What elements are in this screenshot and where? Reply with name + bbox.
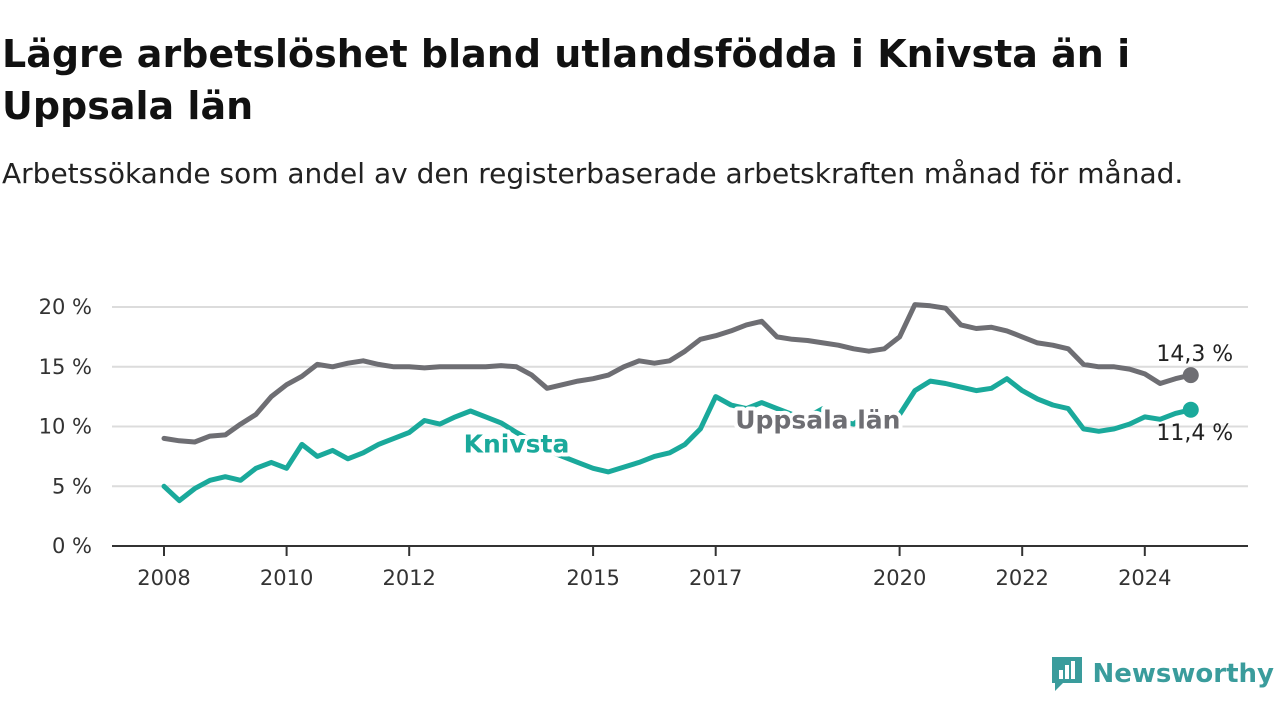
chart-title: Lägre arbetslöshet bland utlandsfödda i … (2, 32, 1131, 128)
x-tick-label: 2017 (689, 566, 742, 590)
y-tick-label: 20 % (39, 295, 92, 319)
x-tick-label: 2022 (995, 566, 1048, 590)
y-tick-label: 0 % (52, 534, 92, 558)
x-tick-label: 2008 (137, 566, 190, 590)
series-label-halo: Uppsala län (735, 405, 900, 434)
end-value-label: 14,3 % (1156, 342, 1233, 367)
y-tick-label: 5 % (52, 474, 92, 498)
brand-name: Newsworthy (1092, 659, 1274, 689)
gridlines (112, 306, 1248, 488)
series-line (161, 302, 1194, 445)
x-tick-label: 2015 (566, 566, 619, 590)
end-point-marker (1182, 401, 1199, 418)
brand-logo: Newsworthy (1049, 654, 1274, 694)
x-tick-label: 2024 (1118, 566, 1171, 590)
chart-subtitle: Arbetssökande som andel av den registerb… (2, 157, 1184, 190)
axes: 0 % 5 % 10 % 15 % 20 % 2008 2010 2012 2015 2017 20… (39, 295, 1248, 590)
end-value-label: 11,4 % (1156, 421, 1233, 446)
x-tick-label: 2012 (382, 566, 435, 590)
series-name-label: Knivsta (464, 429, 570, 458)
line-chart: 0 % 5 % 10 % 15 % 20 % 2008 2010 2012 2015 2017 20… (39, 295, 1248, 590)
y-tick-label: 15 % (39, 355, 92, 379)
x-tick-label: 2010 (260, 566, 313, 590)
y-tick-label: 10 % (39, 415, 92, 439)
series-label-halo: Knivsta (464, 429, 570, 458)
series-lines (161, 302, 1199, 504)
series-name-label: Uppsala län (735, 405, 900, 434)
newsworthy-logo-icon (1051, 657, 1082, 691)
series-line (161, 376, 1194, 504)
end-point-marker (1182, 367, 1199, 384)
x-tick-label: 2020 (873, 566, 926, 590)
